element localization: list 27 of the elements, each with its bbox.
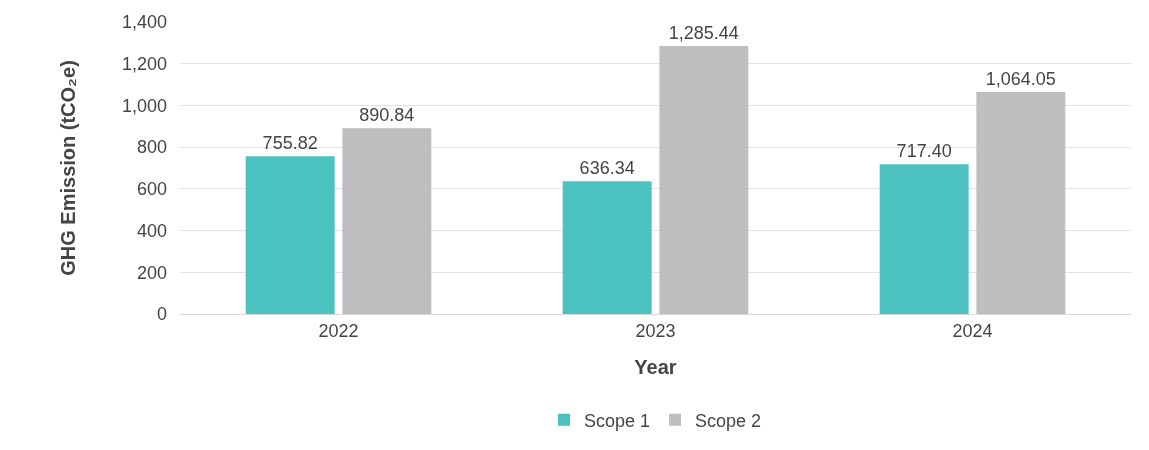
y-axis-title: GHG Emission (tCO₂e) [57,60,80,276]
bar [342,128,432,314]
y-tick-label: 1,200 [121,54,167,75]
bar [562,181,652,314]
legend-label: Scope 1 [584,410,651,431]
bar [976,92,1066,314]
y-tick-label: 600 [136,179,167,200]
y-tick-label: 1,000 [121,95,167,116]
bar [879,164,969,314]
y-tick-label: 200 [136,262,167,283]
x-tick-label: 2022 [318,320,359,341]
data-label: 717.40 [896,141,952,162]
y-tick-label: 0 [156,304,167,325]
y-tick-label: 400 [136,220,167,241]
data-label: 636.34 [579,158,635,179]
y-tick-label: 1,400 [121,12,167,33]
x-axis-title: Year [634,356,677,379]
x-tick-label: 2023 [635,320,676,341]
x-tick-label: 2024 [952,320,993,341]
data-label: 1,064.05 [985,69,1056,90]
data-label: 890.84 [359,105,415,126]
bar [245,156,335,314]
legend-label: Scope 2 [695,410,762,431]
data-label: 1,285.44 [668,22,739,43]
bar [659,45,749,314]
y-tick-label: 800 [136,137,167,158]
data-label: 755.82 [262,133,318,154]
